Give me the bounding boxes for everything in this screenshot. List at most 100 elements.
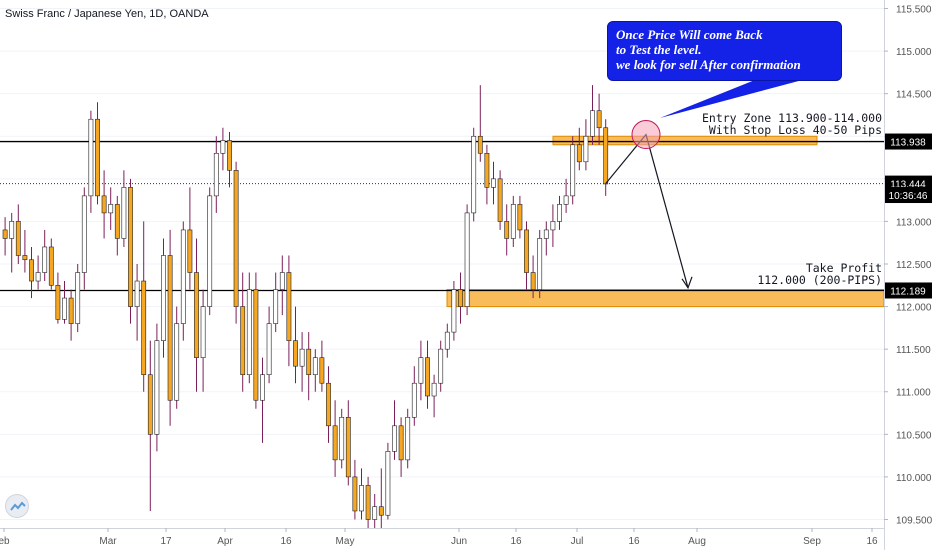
candle[interactable] xyxy=(557,195,562,230)
candle[interactable] xyxy=(405,408,411,469)
candle[interactable] xyxy=(345,400,351,486)
candle[interactable] xyxy=(180,221,186,341)
candle[interactable] xyxy=(398,417,404,477)
take-profit-zone-box[interactable] xyxy=(446,289,885,308)
candle[interactable] xyxy=(154,323,160,452)
candle[interactable] xyxy=(48,238,54,290)
candle[interactable] xyxy=(438,340,444,392)
candle[interactable] xyxy=(491,161,496,205)
candle[interactable] xyxy=(293,306,298,384)
candle[interactable] xyxy=(29,246,34,299)
candle[interactable] xyxy=(81,187,87,290)
candle[interactable] xyxy=(596,93,602,145)
candle[interactable] xyxy=(444,323,450,358)
candle[interactable] xyxy=(22,229,28,273)
candle[interactable] xyxy=(233,161,239,324)
candle[interactable] xyxy=(167,229,173,426)
candle[interactable] xyxy=(563,178,569,213)
candle[interactable] xyxy=(35,255,41,290)
candle[interactable] xyxy=(75,264,81,333)
candle[interactable] xyxy=(174,306,180,409)
candle[interactable] xyxy=(570,136,576,205)
candle[interactable] xyxy=(114,195,120,256)
candle[interactable] xyxy=(108,187,114,230)
candle[interactable] xyxy=(187,187,193,290)
candle[interactable] xyxy=(240,272,246,392)
candle[interactable] xyxy=(411,366,417,426)
candle[interactable] xyxy=(9,212,15,273)
tradingview-logo[interactable] xyxy=(5,494,29,518)
candle[interactable] xyxy=(497,170,503,230)
candle[interactable] xyxy=(306,332,312,401)
candle[interactable] xyxy=(378,468,384,528)
candle[interactable] xyxy=(425,340,430,409)
projection-path[interactable] xyxy=(605,133,689,289)
candle[interactable] xyxy=(510,195,516,247)
candle[interactable] xyxy=(359,468,364,520)
take-profit-label[interactable]: Take Profit 112.000 (200-PIPS) xyxy=(757,262,882,286)
candle[interactable] xyxy=(590,85,595,145)
candle[interactable] xyxy=(68,289,74,341)
candle[interactable] xyxy=(147,340,153,511)
time-axis[interactable]: eb Mar 17 Apr 16 May Jun 16 Jul 16 Aug Sep 16 xyxy=(0,528,884,547)
retest-circle[interactable] xyxy=(631,120,661,150)
candle[interactable] xyxy=(326,366,331,443)
candle[interactable] xyxy=(431,374,437,418)
candle[interactable] xyxy=(312,349,318,392)
note-callout[interactable]: Once Price Will come Back to Test the le… xyxy=(607,21,842,81)
candle[interactable] xyxy=(537,229,543,299)
candle[interactable] xyxy=(141,221,147,392)
candle[interactable] xyxy=(279,255,285,316)
candle[interactable] xyxy=(352,459,358,520)
candle[interactable] xyxy=(15,204,21,264)
candle[interactable] xyxy=(372,493,378,528)
candle[interactable] xyxy=(543,221,549,256)
candle[interactable] xyxy=(121,170,127,247)
candle[interactable] xyxy=(603,119,609,196)
candle[interactable] xyxy=(128,178,133,324)
price-tag[interactable] xyxy=(885,282,932,299)
candle[interactable] xyxy=(332,400,338,477)
candle[interactable] xyxy=(451,281,457,341)
candle[interactable] xyxy=(55,272,61,324)
candle[interactable] xyxy=(286,255,292,367)
candle[interactable] xyxy=(471,127,477,222)
candle[interactable] xyxy=(62,281,67,324)
candle[interactable] xyxy=(42,229,48,282)
price-tag[interactable] xyxy=(885,187,932,204)
candle[interactable] xyxy=(207,187,213,316)
candle[interactable] xyxy=(504,204,510,256)
candle[interactable] xyxy=(88,110,94,213)
candle[interactable] xyxy=(299,332,305,392)
candle[interactable] xyxy=(266,306,272,384)
entry-zone-label[interactable]: Entry Zone 113.900-114.000 With Stop Los… xyxy=(702,112,882,136)
price-axis[interactable]: 115.500115.000114.500114.000113.500113.0… xyxy=(884,0,932,550)
candle[interactable] xyxy=(392,400,397,460)
entry-zone-box[interactable] xyxy=(552,135,818,146)
candle[interactable] xyxy=(200,289,206,392)
candle[interactable] xyxy=(220,127,226,171)
candle[interactable] xyxy=(339,408,345,469)
candle[interactable] xyxy=(273,272,279,333)
candle[interactable] xyxy=(319,340,325,392)
candle[interactable] xyxy=(95,102,100,205)
candle[interactable] xyxy=(134,264,140,341)
candle[interactable] xyxy=(246,272,252,384)
candle[interactable] xyxy=(213,136,219,213)
candle[interactable] xyxy=(583,119,589,171)
candle[interactable] xyxy=(477,85,483,162)
candle[interactable] xyxy=(253,272,259,409)
candle[interactable] xyxy=(464,204,470,316)
candle[interactable] xyxy=(530,255,536,299)
candle[interactable] xyxy=(161,238,166,358)
candle[interactable] xyxy=(517,195,523,239)
candle[interactable] xyxy=(576,127,582,171)
candle[interactable] xyxy=(484,144,490,205)
candle[interactable] xyxy=(101,170,107,239)
candle[interactable] xyxy=(365,476,371,528)
price-tag[interactable] xyxy=(885,133,932,150)
candle[interactable] xyxy=(194,238,199,392)
candle[interactable] xyxy=(2,217,8,256)
candle[interactable] xyxy=(260,357,265,443)
